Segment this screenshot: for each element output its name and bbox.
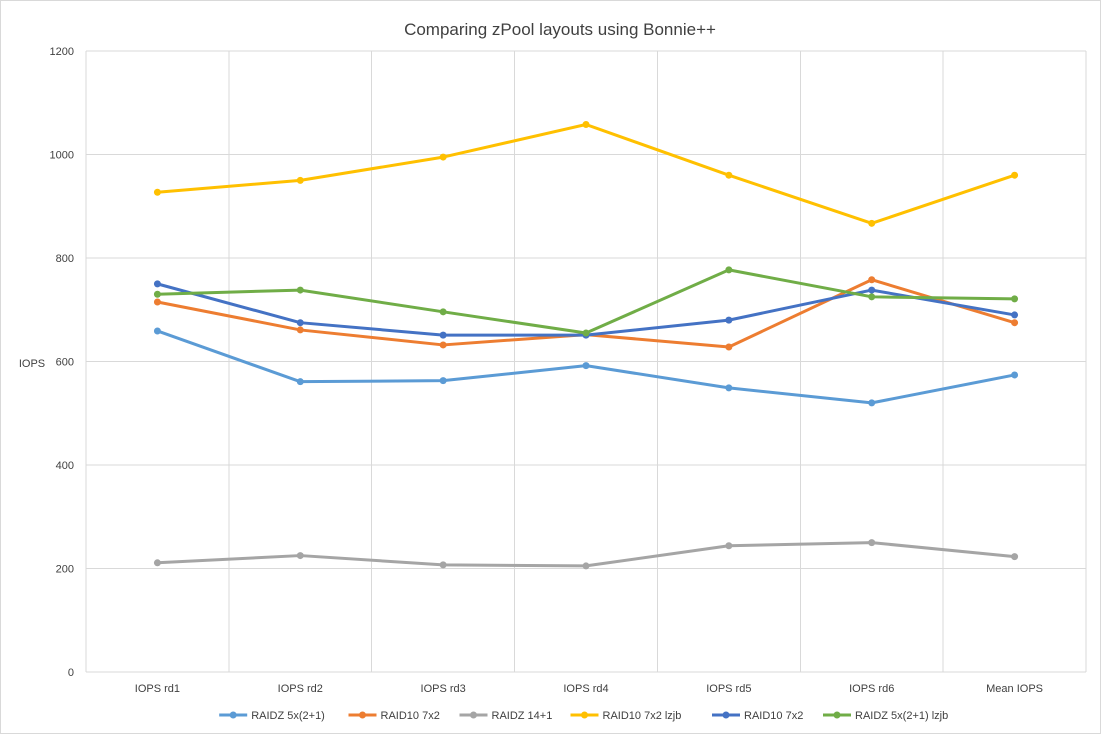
x-tick-label: IOPS rd4 [563, 683, 608, 695]
data-point [296, 378, 304, 386]
data-point [1011, 295, 1019, 303]
y-tick-label: 1000 [50, 150, 74, 162]
legend-swatch-marker [581, 711, 588, 719]
x-tick-label: IOPS rd5 [706, 683, 751, 695]
data-point [725, 542, 733, 550]
data-point [868, 276, 876, 284]
y-axis-title: IOPS [19, 358, 45, 370]
data-point [725, 343, 733, 351]
series-group [153, 120, 1019, 570]
x-axis-ticks: IOPS rd1 IOPS rd2 IOPS rd3 IOPS rd4 IOPS rd5… [135, 683, 1043, 695]
data-point [868, 293, 876, 301]
data-point [439, 561, 447, 569]
legend-item: RAIDZ 14+1 [459, 710, 553, 722]
data-point [868, 399, 876, 407]
data-point [582, 120, 590, 128]
data-point [582, 562, 590, 570]
legend-swatch-marker [833, 711, 841, 719]
data-point [439, 341, 447, 349]
legend-swatch-marker [470, 711, 477, 719]
y-tick-label: 600 [56, 357, 74, 369]
series-5 [153, 266, 1019, 337]
data-point [439, 331, 447, 339]
data-point [296, 176, 304, 184]
data-point [153, 298, 161, 306]
y-axis-ticks: 0 200 400 600 800 1000 1200 [50, 46, 74, 679]
data-point [1011, 171, 1019, 179]
x-tick-label: IOPS rd2 [278, 683, 323, 695]
chart-title: Comparing zPool layouts using Bonnie++ [404, 20, 716, 39]
data-point [868, 219, 876, 227]
data-point [153, 280, 161, 288]
series-2 [153, 539, 1019, 570]
data-point [296, 326, 304, 334]
x-tick-label: IOPS rd6 [849, 683, 894, 695]
legend-label: RAID10 7x2 lzjb [603, 710, 682, 722]
data-point [1011, 553, 1019, 561]
data-point [725, 266, 733, 274]
data-point [439, 153, 447, 161]
legend-item: RAID10 7x2 [348, 710, 440, 722]
data-point [439, 308, 447, 316]
legend-swatch-marker [722, 711, 730, 719]
legend-item: RAID10 7x2 lzjb [570, 710, 682, 722]
data-point [582, 329, 590, 337]
data-point [153, 188, 161, 196]
legend-swatch-marker [359, 711, 366, 719]
series-1 [153, 276, 1019, 351]
series-line [155, 122, 1017, 225]
data-point [1011, 319, 1019, 327]
data-point [296, 319, 304, 327]
y-tick-label: 0 [68, 667, 74, 679]
y-tick-label: 400 [56, 460, 74, 472]
data-point [296, 552, 304, 560]
data-point [296, 286, 304, 294]
legend-label: RAIDZ 5x(2+1) lzjb [855, 710, 948, 722]
data-point [1011, 371, 1019, 379]
y-tick-label: 200 [56, 564, 74, 576]
data-point [725, 171, 733, 179]
data-point [153, 327, 161, 335]
data-point [153, 559, 161, 567]
x-tick-label: Mean IOPS [986, 683, 1043, 695]
gridlines [85, 50, 1087, 673]
data-point [868, 286, 876, 294]
data-point [725, 316, 733, 324]
x-tick-label: IOPS rd3 [421, 683, 466, 695]
series-0 [153, 327, 1019, 407]
y-tick-label: 800 [56, 253, 74, 265]
legend-item: RAIDZ 5x(2+1) [219, 710, 325, 722]
legend-label: RAID10 7x2 [381, 710, 440, 722]
data-point [582, 362, 590, 370]
legend-label: RAIDZ 5x(2+1) [251, 710, 325, 722]
legend-label: RAID10 7x2 [744, 710, 803, 722]
data-point [868, 539, 876, 547]
data-point [439, 377, 447, 385]
legend: RAIDZ 5x(2+1) RAID10 7x2 RAIDZ 14+1 RAID10 … [219, 710, 948, 722]
y-tick-label: 1200 [50, 46, 74, 58]
legend-item: RAIDZ 5x(2+1) lzjb [823, 710, 948, 722]
data-point [1011, 311, 1019, 319]
legend-swatch-marker [229, 711, 237, 719]
legend-item: RAID10 7x2 [712, 710, 803, 722]
data-point [725, 384, 733, 392]
legend-label: RAIDZ 14+1 [492, 710, 553, 722]
data-point [153, 290, 161, 298]
series-line [155, 268, 1017, 335]
x-tick-label: IOPS rd1 [135, 683, 180, 695]
series-3 [153, 120, 1019, 227]
